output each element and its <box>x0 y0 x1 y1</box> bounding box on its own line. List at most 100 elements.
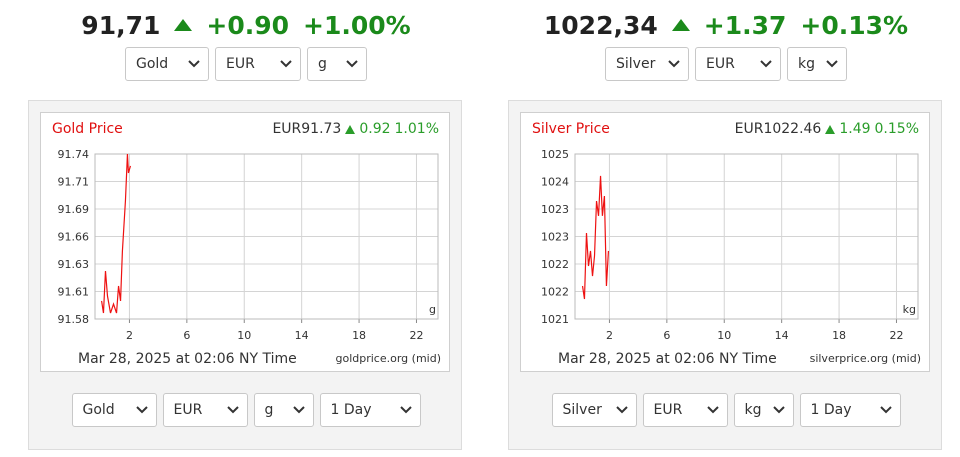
change-percent: +0.13% <box>800 10 909 40</box>
chevron-icon <box>615 406 628 414</box>
quote-price: EUR91.73 <box>272 121 342 137</box>
dropdown[interactable]: Silver <box>605 47 689 81</box>
x-tick-label: 10 <box>717 329 731 342</box>
timestamp: Mar 28, 2025 at 02:06 NY Time <box>558 351 777 367</box>
chevron-icon <box>135 406 148 414</box>
plot-border <box>574 153 919 320</box>
x-tick-label: 2 <box>606 329 613 342</box>
chevron-icon <box>399 406 412 414</box>
change-percent: +1.00% <box>303 10 411 40</box>
chevron <box>668 60 680 68</box>
chevron <box>706 406 719 414</box>
select-row: Gold EUR g <box>0 47 492 81</box>
x-tick-label: 6 <box>663 329 670 342</box>
chevron-icon <box>346 60 358 68</box>
y-tick-label: 1025 <box>541 148 569 161</box>
dropdown[interactable]: Gold <box>125 47 209 81</box>
x-tick-label: 18 <box>352 329 366 342</box>
chevron <box>826 60 838 68</box>
dropdown-value: g <box>264 402 274 418</box>
x-tick-label: 22 <box>409 329 423 342</box>
dropdown[interactable]: EUR <box>162 393 248 427</box>
dropdown[interactable]: 1 Day <box>319 393 421 427</box>
price: 91,71 <box>81 10 161 40</box>
chevron-icon <box>668 60 680 68</box>
chevron <box>346 60 358 68</box>
x-tick-label: 14 <box>295 329 309 342</box>
x-tick-label: 6 <box>183 329 190 342</box>
chevron <box>615 406 628 414</box>
up-arrow-icon <box>174 19 193 31</box>
price-header: 91,71 +0.90 +1.00% <box>0 8 492 42</box>
chart-box: Gold Price 91.58 91.61 91.63 91.66 91.69 91.71… <box>40 112 450 372</box>
chevron <box>879 406 892 414</box>
dropdown-value: Gold <box>136 56 169 72</box>
chevron <box>188 60 200 68</box>
dropdown-value: Silver <box>616 56 656 72</box>
y-tick-label: 1021 <box>541 313 569 326</box>
chart-title: Silver Price <box>532 121 610 137</box>
x-tick-label: 22 <box>889 329 903 342</box>
dropdown-value: kg <box>798 56 815 72</box>
dropdown-value: kg <box>744 402 762 418</box>
select-row: Silver EUR kg 1 Day <box>480 393 960 427</box>
chevron <box>280 60 292 68</box>
chevron-icon <box>188 60 200 68</box>
unit-label: kg <box>903 303 916 316</box>
dropdown[interactable]: EUR <box>215 47 301 81</box>
chevron-icon <box>879 406 892 414</box>
x-tick-label: 2 <box>126 329 133 342</box>
y-tick-label: 1023 <box>541 203 569 216</box>
dropdown-value: Gold <box>82 402 115 418</box>
chevron-icon <box>760 60 772 68</box>
select-row: Silver EUR kg <box>480 47 960 81</box>
chevron <box>760 60 772 68</box>
dropdown[interactable]: g <box>253 393 314 427</box>
x-tick-label: 18 <box>832 329 846 342</box>
price-header: 1022,34 +1.37 +0.13% <box>480 8 960 42</box>
up-arrow <box>174 19 193 31</box>
y-tick-label: 91.74 <box>58 148 90 161</box>
dropdown-value: 1 Day <box>810 402 852 418</box>
select-row: Gold EUR g 1 Day <box>0 393 492 427</box>
x-tick-label: 10 <box>237 329 251 342</box>
chevron-icon <box>706 406 719 414</box>
up-arrow-icon <box>825 124 836 134</box>
chevron <box>226 406 239 414</box>
dropdown[interactable]: g <box>307 47 367 81</box>
dropdown[interactable]: EUR <box>695 47 781 81</box>
dropdown-value: EUR <box>653 402 683 418</box>
dropdown[interactable]: Silver <box>551 393 637 427</box>
source: goldprice.org (mid) <box>336 352 442 365</box>
quote-price: EUR1022.46 <box>734 121 822 137</box>
chevron-icon <box>826 60 838 68</box>
dropdown[interactable]: kg <box>787 47 847 81</box>
chart-box: Silver Price 1021 1022 1022 1023 1023 1024 1025… <box>520 112 930 372</box>
price-line <box>101 153 132 314</box>
y-tick-label: 1022 <box>541 285 569 298</box>
quote-change: 1.49 <box>839 121 871 137</box>
y-tick-label: 91.66 <box>58 231 90 244</box>
x-tick-label: 14 <box>775 329 789 342</box>
source: silverprice.org (mid) <box>810 352 921 365</box>
chevron-icon <box>280 60 292 68</box>
dropdown-value: Silver <box>562 402 602 418</box>
change: +0.90 <box>206 10 290 40</box>
up-arrow <box>825 124 836 134</box>
y-tick-label: 91.71 <box>58 176 90 189</box>
price-line <box>581 175 610 300</box>
change: +1.37 <box>703 10 787 40</box>
y-tick-label: 91.69 <box>58 203 90 216</box>
dropdown[interactable]: Gold <box>71 393 157 427</box>
dropdown[interactable]: 1 Day <box>799 393 901 427</box>
chevron-icon <box>292 406 305 414</box>
chevron-icon <box>226 406 239 414</box>
chart: Gold Price 91.58 91.61 91.63 91.66 91.69 91.71… <box>52 121 442 367</box>
price: 1022,34 <box>543 10 658 40</box>
unit-label: g <box>429 303 436 316</box>
chevron <box>399 406 412 414</box>
dropdown[interactable]: kg <box>733 393 794 427</box>
quote-percent: 1.01% <box>394 121 439 137</box>
dropdown[interactable]: EUR <box>642 393 728 427</box>
